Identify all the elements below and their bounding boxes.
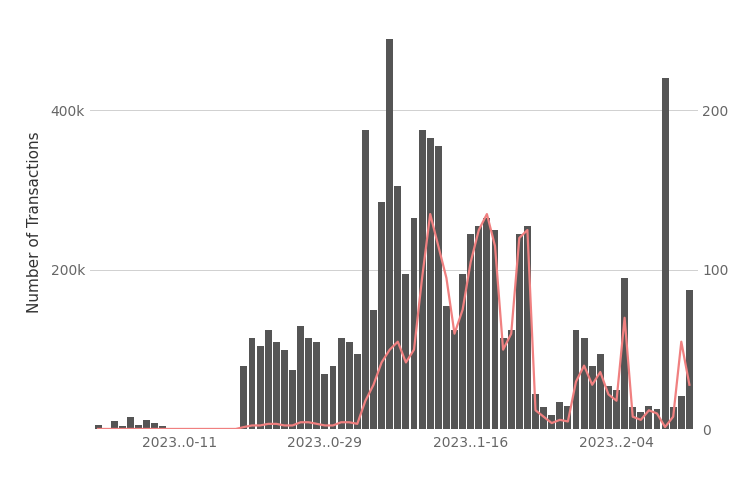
Bar	[111, 422, 118, 429]
Bar	[459, 274, 466, 429]
Bar	[329, 366, 337, 429]
Bar	[572, 330, 580, 429]
Bar	[580, 338, 587, 429]
Bar	[565, 406, 572, 429]
Bar	[629, 407, 636, 429]
Bar	[662, 79, 668, 429]
Bar	[613, 389, 620, 429]
Bar	[484, 218, 490, 429]
Bar	[184, 428, 190, 429]
Bar	[435, 146, 442, 429]
Bar	[362, 130, 369, 429]
Bar	[491, 230, 499, 429]
Bar	[192, 428, 199, 429]
Bar	[605, 386, 612, 429]
Bar	[265, 330, 272, 429]
Bar	[451, 330, 458, 429]
Bar	[322, 374, 328, 429]
Bar	[638, 412, 644, 429]
Bar	[653, 409, 661, 429]
Bar	[524, 226, 531, 429]
Bar	[467, 234, 474, 429]
Bar	[427, 138, 433, 429]
Bar	[314, 342, 320, 429]
Bar	[305, 338, 312, 429]
Bar	[167, 428, 175, 429]
Bar	[248, 338, 256, 429]
Bar	[160, 426, 166, 429]
Bar	[646, 406, 652, 429]
Bar	[354, 354, 361, 429]
Bar	[208, 428, 215, 429]
Bar	[589, 366, 596, 429]
Bar	[370, 310, 377, 429]
Bar	[386, 39, 393, 429]
Bar	[556, 402, 563, 429]
Bar	[678, 396, 685, 429]
Bar	[232, 428, 239, 429]
Bar	[94, 425, 101, 429]
Bar	[143, 420, 150, 429]
Bar	[670, 407, 676, 429]
Bar	[273, 342, 280, 429]
Bar	[338, 338, 344, 429]
Bar	[224, 428, 231, 429]
Y-axis label: Number of Transactions: Number of Transactions	[28, 131, 43, 313]
Bar	[686, 290, 693, 429]
Bar	[597, 354, 604, 429]
Bar	[476, 226, 482, 429]
Bar	[152, 423, 158, 429]
Bar	[256, 346, 263, 429]
Bar	[540, 407, 547, 429]
Bar	[281, 350, 288, 429]
Bar	[119, 426, 126, 429]
Bar	[297, 326, 304, 429]
Bar	[103, 428, 110, 429]
Bar	[532, 393, 539, 429]
Bar	[621, 278, 628, 429]
Bar	[394, 186, 401, 429]
Bar	[135, 425, 142, 429]
Bar	[403, 274, 410, 429]
Bar	[241, 366, 248, 429]
Bar	[289, 369, 296, 429]
Bar	[176, 428, 182, 429]
Bar	[419, 130, 425, 429]
Bar	[410, 218, 418, 429]
Bar	[378, 202, 385, 429]
Bar	[500, 338, 506, 429]
Bar	[346, 342, 352, 429]
Bar	[127, 417, 134, 429]
Bar	[508, 330, 515, 429]
Bar	[548, 415, 555, 429]
Bar	[443, 306, 450, 429]
Bar	[516, 234, 523, 429]
